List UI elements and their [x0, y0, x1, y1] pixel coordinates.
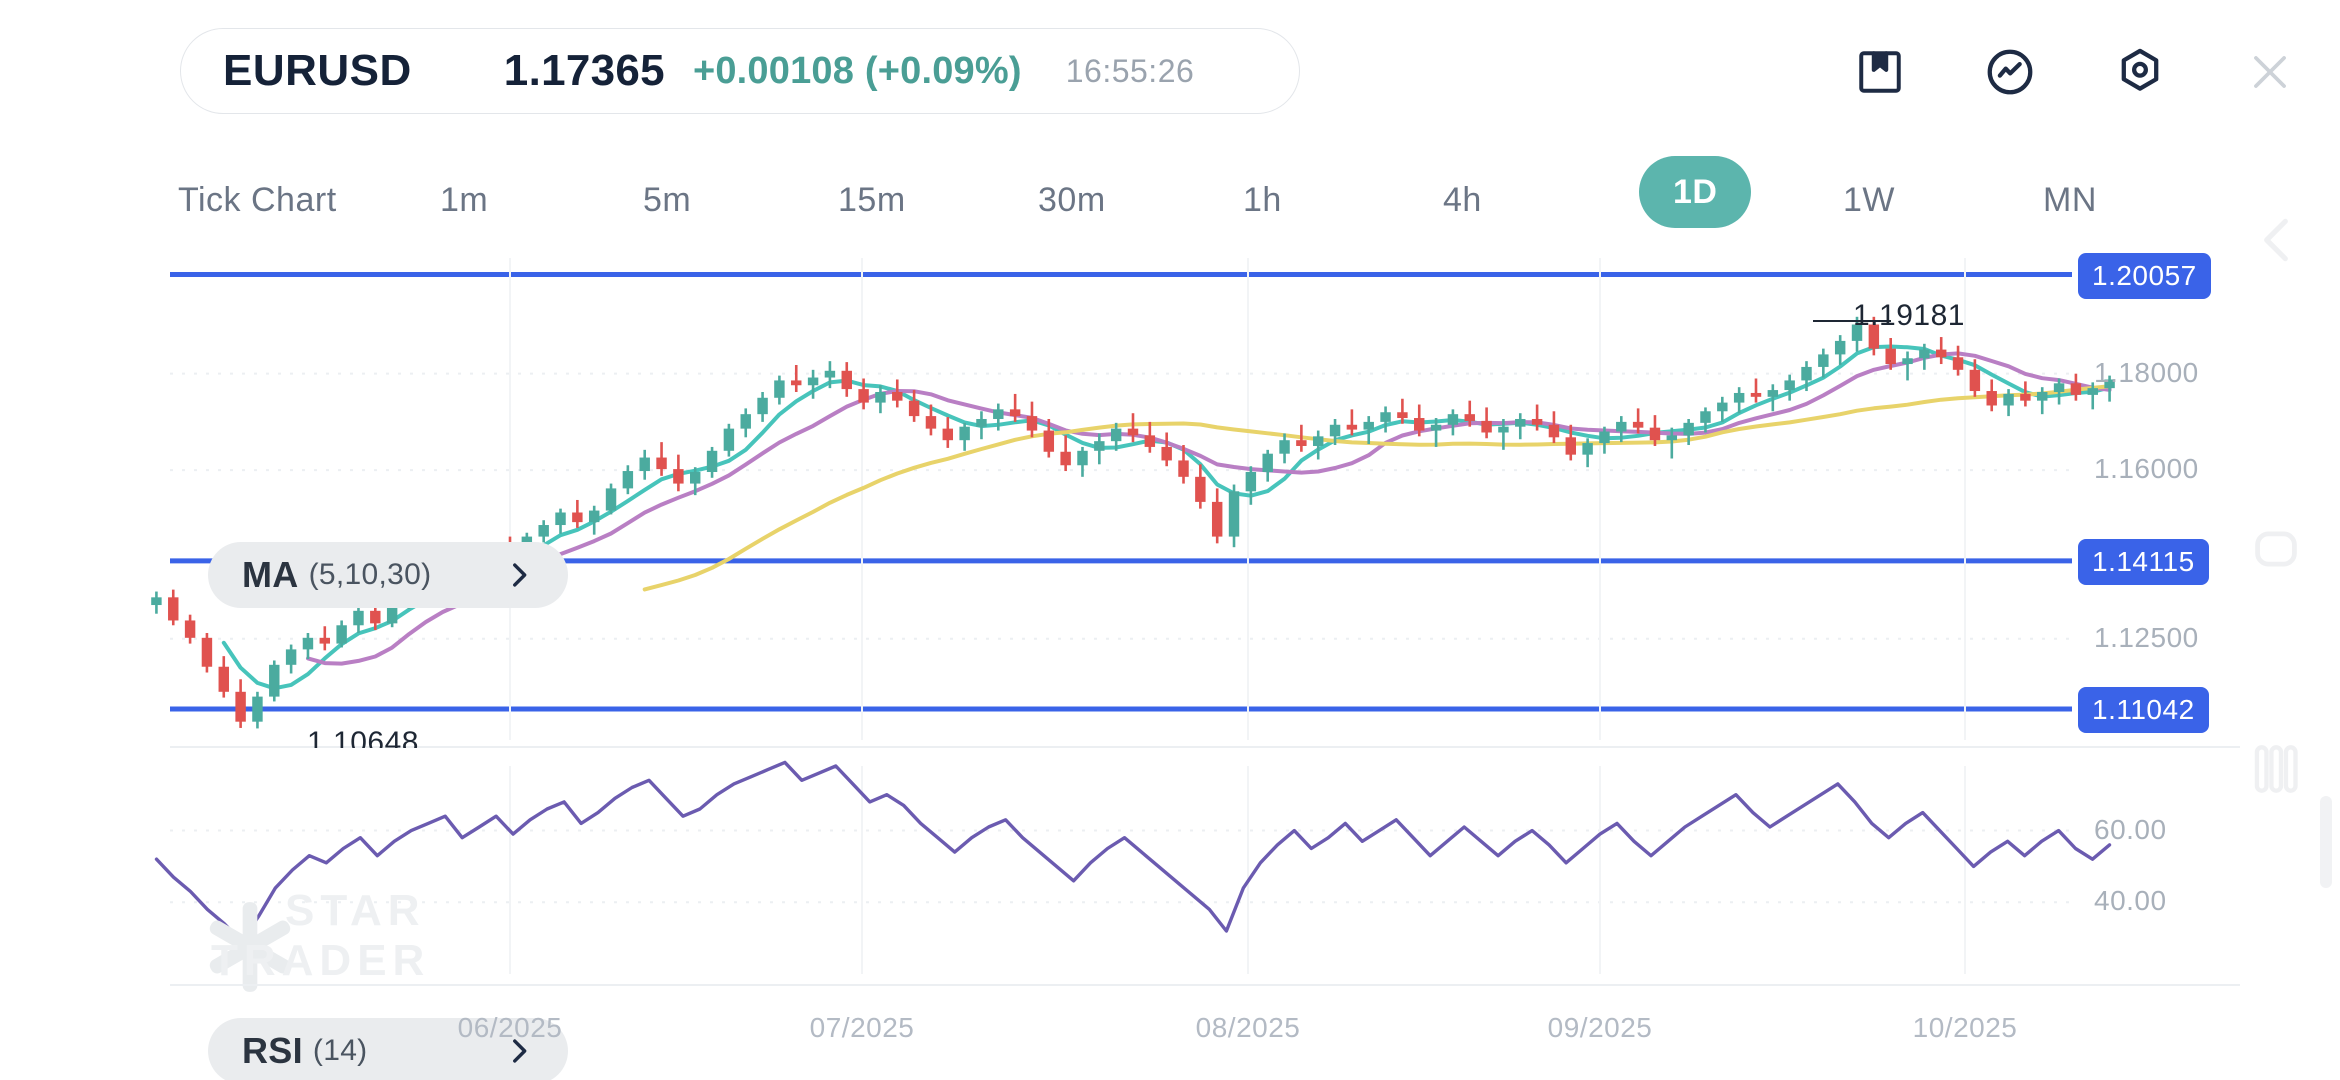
indicator-params-rsi: (14) — [312, 1034, 368, 1067]
x-axis-label: 08/2025 — [1195, 1012, 1301, 1043]
quote-pill[interactable]: EURUSD 1.17365 +0.00108 (+0.09%) 16:55:2… — [180, 28, 1300, 114]
chart-line-circle-icon[interactable] — [1982, 44, 2038, 100]
timeframe-tab-15m[interactable]: 15m — [838, 180, 906, 219]
price-axis-label: 1.12500 — [2094, 621, 2199, 653]
rounded-square-icon[interactable] — [2250, 523, 2302, 580]
price-chart-svg — [151, 258, 2115, 740]
price-axis-label: 1.18000 — [2094, 356, 2199, 388]
price-axis-badge[interactable]: 1.14115 — [2078, 538, 2209, 585]
rsi-chart-svg — [154, 760, 2112, 974]
rsi-axis-label: 40.00 — [2094, 885, 2167, 917]
timeframe-tab-1m[interactable]: 1m — [440, 180, 489, 219]
timeframe-tab-1w[interactable]: 1W — [1843, 180, 1895, 219]
price-axis-badge[interactable]: 1.11042 — [2078, 687, 2209, 734]
high-annotation-label: 1.19181 — [1853, 299, 1965, 332]
indicator-name-rsi: RSI — [242, 1030, 303, 1071]
timeframe-tabs: Tick Chart 1m 5m 15m 30m 1h 4h 1D 1W MN — [0, 148, 2340, 238]
x-axis: 06/2025 07/2025 08/2025 09/2025 10/2025 — [0, 1000, 2340, 1060]
pane-divider — [170, 746, 2240, 748]
indicator-name-ma: MA — [242, 554, 299, 595]
chart-area[interactable]: STAR TRADER MA (5,10,30) RSI (14) 1.2 — [0, 248, 2340, 1080]
chevron-right-icon[interactable] — [502, 1034, 536, 1068]
high-annotation-leader — [1813, 320, 1891, 322]
indicator-chip-rsi[interactable]: RSI (14) — [208, 1018, 568, 1080]
rsi-axis-label: 60.00 — [2094, 813, 2167, 845]
rsi-pane[interactable] — [0, 750, 2340, 990]
bookmark-icon[interactable] — [1852, 44, 1908, 100]
indicator-chip-ma[interactable]: MA (5,10,30) — [208, 542, 568, 608]
chevron-right-icon[interactable] — [502, 558, 536, 592]
settings-hex-icon[interactable] — [2112, 44, 2168, 100]
timeframe-tab-30m[interactable]: 30m — [1038, 180, 1106, 219]
header-icon-group — [1852, 30, 2298, 114]
x-axis-line — [170, 984, 2240, 986]
header: EURUSD 1.17365 +0.00108 (+0.09%) 16:55:2… — [0, 0, 2340, 140]
x-axis-label: 10/2025 — [1912, 1012, 2018, 1043]
x-axis-label: 07/2025 — [809, 1012, 915, 1043]
last-price: 1.17365 — [503, 46, 665, 95]
symbol-label: EURUSD — [223, 46, 412, 95]
collapse-panel-chevron-icon[interactable] — [2248, 205, 2304, 280]
vertical-scrollbar-thumb[interactable] — [2320, 796, 2332, 888]
price-change: +0.00108 (+0.09%) — [692, 49, 1022, 92]
price-axis-badge[interactable]: 1.20057 — [2078, 252, 2211, 299]
indicator-params-ma: (5,10,30) — [308, 558, 432, 591]
bars-handle-icon[interactable] — [2250, 740, 2302, 803]
quote-time: 16:55:26 — [1065, 52, 1195, 89]
low-annotation-label: 1.10648 — [307, 726, 419, 748]
timeframe-tab-1h[interactable]: 1h — [1243, 180, 1282, 219]
close-icon[interactable] — [2242, 44, 2298, 100]
timeframe-tab-1d[interactable]: 1D — [1639, 156, 1752, 228]
timeframe-tab-tick-chart[interactable]: Tick Chart — [178, 180, 337, 219]
timeframe-tab-5m[interactable]: 5m — [643, 180, 692, 219]
timeframe-tab-mn[interactable]: MN — [2043, 180, 2097, 219]
x-axis-label: 09/2025 — [1547, 1012, 1653, 1043]
price-pane[interactable] — [0, 248, 2340, 748]
x-axis-label: 06/2025 — [457, 1012, 563, 1043]
price-axis-label: 1.16000 — [2094, 453, 2199, 485]
timeframe-tab-4h[interactable]: 4h — [1443, 180, 1482, 219]
